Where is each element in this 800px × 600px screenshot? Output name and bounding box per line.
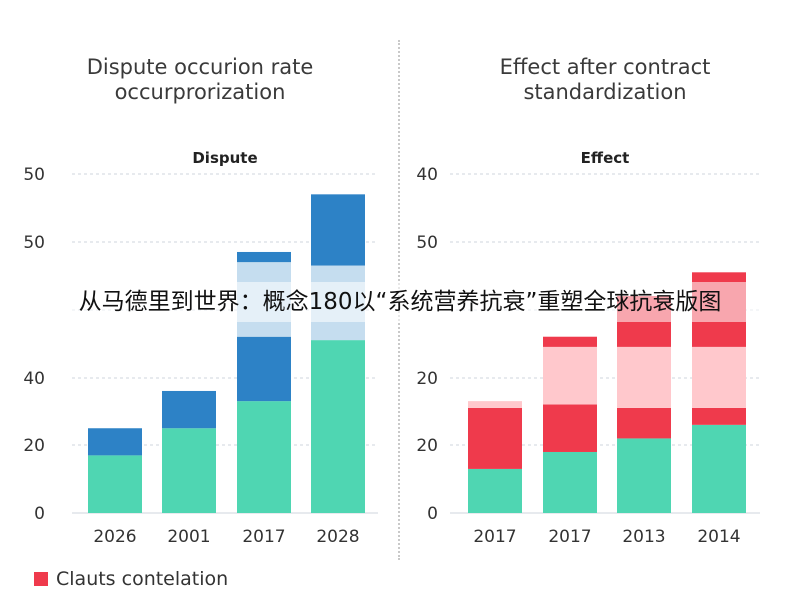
y-tick-label: 50 bbox=[23, 165, 45, 185]
bar-segment-pale_red bbox=[543, 346, 597, 405]
x-tick-label: 2014 bbox=[697, 527, 740, 547]
bar-segment-green bbox=[88, 455, 142, 513]
y-tick-label: 0 bbox=[34, 504, 45, 524]
bar-segment-blue bbox=[162, 390, 216, 429]
bar-segment-blue bbox=[88, 428, 142, 456]
bar-segment-blue bbox=[237, 251, 291, 263]
bar-segment-pale_red bbox=[617, 346, 671, 408]
bar-segment-green bbox=[543, 451, 597, 513]
x-tick-label: 2026 bbox=[93, 527, 136, 547]
y-tick-label: 40 bbox=[23, 369, 45, 389]
x-tick-label: 2001 bbox=[167, 527, 210, 547]
legend-swatch bbox=[34, 572, 48, 586]
legend-label: Clauts contelation bbox=[56, 568, 229, 590]
bar-segment-green bbox=[617, 438, 671, 513]
x-tick-label: 2028 bbox=[316, 527, 359, 547]
y-tick-label: 20 bbox=[416, 436, 438, 456]
x-tick-label: 2017 bbox=[548, 527, 591, 547]
bar-segment-pale_red bbox=[692, 346, 746, 408]
x-tick-label: 2013 bbox=[622, 527, 665, 547]
chart-subtitle-1: Effect bbox=[581, 149, 630, 167]
bar-segment-green bbox=[468, 468, 522, 513]
bar-segment-red bbox=[692, 407, 746, 425]
bar-segment-green bbox=[692, 424, 746, 513]
left-panel-title: Dispute occurion rate occurprorization bbox=[30, 55, 370, 105]
overlay-caption: 从马德里到世界：概念180以“系统营养抗衰”重塑全球抗衰版图 bbox=[0, 282, 800, 322]
bar-segment-blue bbox=[237, 336, 291, 402]
bar-segment-red bbox=[617, 407, 671, 439]
chart-subtitle-0: Dispute bbox=[192, 149, 257, 167]
bar-segment-blue bbox=[311, 194, 365, 266]
y-tick-label: 20 bbox=[416, 369, 438, 389]
legend: Clauts contelation bbox=[34, 568, 228, 590]
y-tick-label: 40 bbox=[416, 165, 438, 185]
bar-segment-red bbox=[543, 336, 597, 347]
bar-segment-green bbox=[311, 340, 365, 513]
y-tick-label: 0 bbox=[427, 504, 438, 524]
bar-segment-red bbox=[543, 404, 597, 452]
y-tick-label: 20 bbox=[23, 436, 45, 456]
bar-segment-red bbox=[468, 407, 522, 469]
bar-segment-pale_red bbox=[468, 401, 522, 408]
y-tick-label: 50 bbox=[23, 233, 45, 253]
right-panel-title-line1: Effect after contract bbox=[499, 55, 711, 79]
bar-segment-green bbox=[237, 401, 291, 513]
left-panel-title-line1: Dispute occurion rate bbox=[86, 55, 314, 79]
right-panel-title: Effect after contract standardization bbox=[435, 55, 775, 105]
left-panel-title-line2: occurprorization bbox=[114, 80, 286, 104]
y-tick-label: 50 bbox=[416, 233, 438, 253]
right-panel-title-line2: standardization bbox=[523, 80, 687, 104]
x-tick-label: 2017 bbox=[242, 527, 285, 547]
bar-segment-green bbox=[162, 428, 216, 513]
x-tick-label: 2017 bbox=[473, 527, 516, 547]
